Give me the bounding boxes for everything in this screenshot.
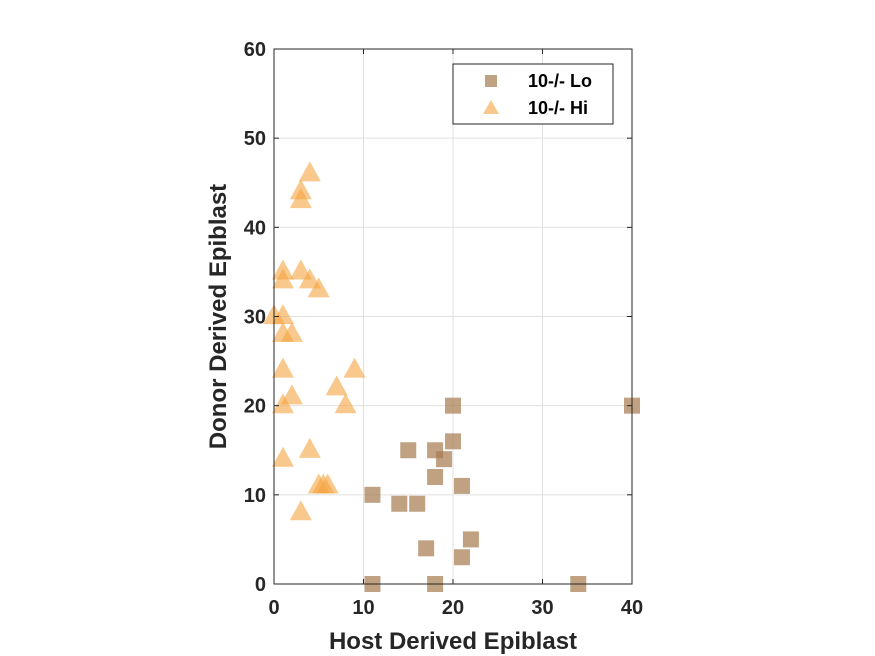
x-tick-label: 20: [442, 597, 464, 619]
data-point-square: [418, 540, 435, 557]
data-point-triangle: [298, 268, 321, 289]
series-triangle: [263, 161, 366, 521]
legend-marker-triangle: [483, 100, 499, 114]
data-point-square: [364, 486, 381, 503]
data-point-triangle: [289, 188, 312, 209]
data-point-triangle: [271, 357, 294, 378]
data-point-square: [462, 531, 479, 548]
data-point-triangle: [280, 384, 303, 405]
y-tick-label: 10: [244, 485, 266, 507]
y-axis-title: Donor Derived Epiblast: [205, 184, 232, 449]
legend-label: 10-/- Hi: [528, 98, 588, 118]
data-point-triangle: [325, 375, 348, 396]
legend-box: [452, 63, 614, 125]
data-point-triangle: [307, 277, 330, 298]
data-point-triangle: [271, 268, 294, 289]
y-tick-label: 40: [244, 217, 266, 239]
data-point-square: [453, 477, 470, 494]
data-point-triangle: [289, 500, 312, 521]
legend: 10-/- Lo 10-/- Hi: [452, 63, 614, 125]
y-tick-label: 30: [244, 307, 266, 329]
data-point-triangle: [298, 437, 321, 458]
y-tick-label: 50: [244, 128, 266, 150]
data-point-square: [427, 469, 444, 485]
data-point-triangle: [280, 321, 303, 342]
data-point-triangle: [289, 259, 312, 280]
data-point-square: [445, 397, 461, 414]
data-point-triangle: [271, 446, 294, 467]
legend-marker-square: [485, 75, 497, 87]
data-point-square: [391, 495, 408, 512]
x-tick-label: 0: [268, 597, 279, 619]
y-tick-label: 20: [244, 396, 266, 418]
y-tick-label: 60: [244, 39, 266, 61]
data-point-triangle: [316, 473, 339, 494]
data-point-triangle: [343, 357, 366, 378]
data-point-square: [400, 442, 417, 459]
data-point-square: [436, 451, 453, 468]
data-point-triangle: [334, 393, 357, 414]
x-tick-label: 40: [621, 597, 643, 619]
series-square: [364, 397, 640, 592]
x-tick-label: 10: [352, 597, 374, 619]
data-point-triangle: [298, 161, 321, 182]
x-tick-label: 30: [531, 597, 553, 619]
data-point-square: [445, 433, 461, 450]
legend-label: 10-/- Lo: [528, 71, 592, 91]
x-axis-title: Host Derived Epiblast: [329, 628, 577, 655]
data-point-square: [453, 549, 470, 566]
data-point-triangle: [271, 304, 294, 325]
data-point-square: [409, 495, 426, 512]
y-tick-label: 0: [255, 574, 266, 596]
